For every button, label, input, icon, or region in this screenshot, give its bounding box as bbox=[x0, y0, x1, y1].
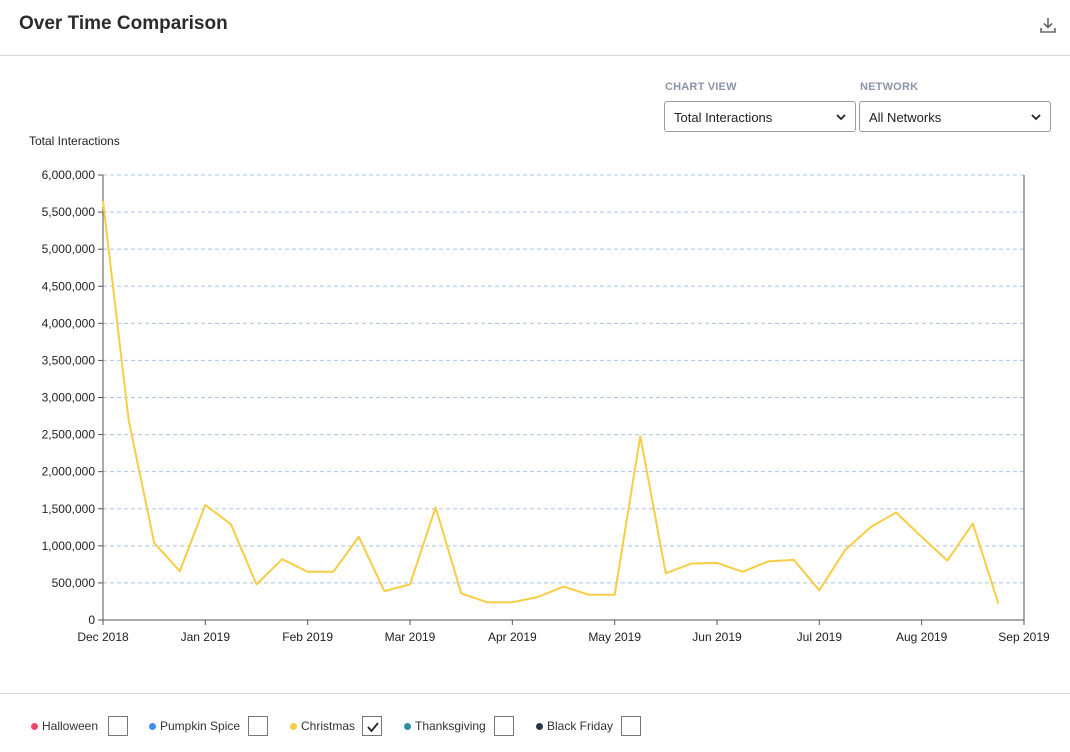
legend-label: Black Friday bbox=[547, 719, 614, 733]
chart-view-select[interactable]: Total Interactions bbox=[664, 101, 856, 132]
network-label: NETWORK bbox=[860, 81, 919, 93]
y-axis-label: Total Interactions bbox=[29, 134, 120, 148]
legend-label: Thanksgiving bbox=[415, 719, 486, 733]
x-tick-label: Apr 2019 bbox=[488, 630, 537, 644]
x-tick-label: Jul 2019 bbox=[797, 630, 843, 644]
legend-dot-icon bbox=[31, 723, 38, 730]
legend-checkbox-christmas[interactable] bbox=[362, 716, 382, 736]
network-value: All Networks bbox=[869, 110, 942, 125]
legend-checkbox-black-friday[interactable] bbox=[621, 716, 641, 736]
y-tick-label: 1,500,000 bbox=[42, 502, 96, 516]
legend-label: Pumpkin Spice bbox=[160, 719, 241, 733]
legend-checkbox-pumpkin-spice[interactable] bbox=[248, 716, 268, 736]
legend-dot-icon bbox=[290, 723, 297, 730]
checkmark-icon bbox=[367, 722, 379, 733]
legend-dot-icon bbox=[404, 723, 411, 730]
x-tick-label: Mar 2019 bbox=[385, 630, 436, 644]
legend-bar: Halloween Pumpkin Spice Christmas Thanksgiv… bbox=[0, 693, 1070, 752]
y-tick-label: 3,500,000 bbox=[42, 353, 96, 367]
y-tick-label: 4,000,000 bbox=[42, 316, 96, 330]
page-title: Over Time Comparison bbox=[19, 13, 228, 34]
x-tick-label: Aug 2019 bbox=[896, 630, 948, 644]
series-line-christmas[interactable] bbox=[102, 200, 1000, 605]
chart-view-label: CHART VIEW bbox=[665, 81, 737, 93]
x-tick-label: May 2019 bbox=[588, 630, 641, 644]
download-icon[interactable] bbox=[1038, 15, 1058, 35]
y-tick-label: 6,000,000 bbox=[42, 168, 96, 182]
legend-checkbox-halloween[interactable] bbox=[108, 716, 128, 736]
x-tick-label: Sep 2019 bbox=[998, 630, 1050, 644]
x-tick-label: Jan 2019 bbox=[181, 630, 231, 644]
y-tick-label: 500,000 bbox=[52, 576, 96, 590]
legend-label: Christmas bbox=[301, 719, 356, 733]
panel-header: Over Time Comparison bbox=[0, 0, 1070, 56]
legend-dot-icon bbox=[536, 723, 543, 730]
x-tick-label: Jun 2019 bbox=[692, 630, 742, 644]
y-tick-label: 5,500,000 bbox=[42, 205, 96, 219]
chevron-down-icon bbox=[1031, 114, 1041, 121]
y-tick-label: 5,000,000 bbox=[42, 242, 96, 256]
y-tick-label: 3,000,000 bbox=[42, 391, 96, 405]
y-tick-label: 0 bbox=[88, 613, 95, 627]
legend-checkbox-thanksgiving[interactable] bbox=[494, 716, 514, 736]
legend-dot-icon bbox=[149, 723, 156, 730]
y-tick-label: 2,000,000 bbox=[42, 465, 96, 479]
legend-label: Halloween bbox=[42, 719, 99, 733]
x-tick-label: Dec 2018 bbox=[77, 630, 129, 644]
y-tick-label: 2,500,000 bbox=[42, 428, 96, 442]
chevron-down-icon bbox=[836, 114, 846, 121]
y-tick-label: 1,000,000 bbox=[42, 539, 96, 553]
line-chart: Total Interactions 0 500,000 1,000,000 1,50… bbox=[29, 134, 1050, 644]
y-tick-label: 4,500,000 bbox=[42, 279, 96, 293]
chart-view-value: Total Interactions bbox=[674, 110, 773, 125]
x-tick-label: Feb 2019 bbox=[282, 630, 333, 644]
network-select[interactable]: All Networks bbox=[859, 101, 1051, 132]
